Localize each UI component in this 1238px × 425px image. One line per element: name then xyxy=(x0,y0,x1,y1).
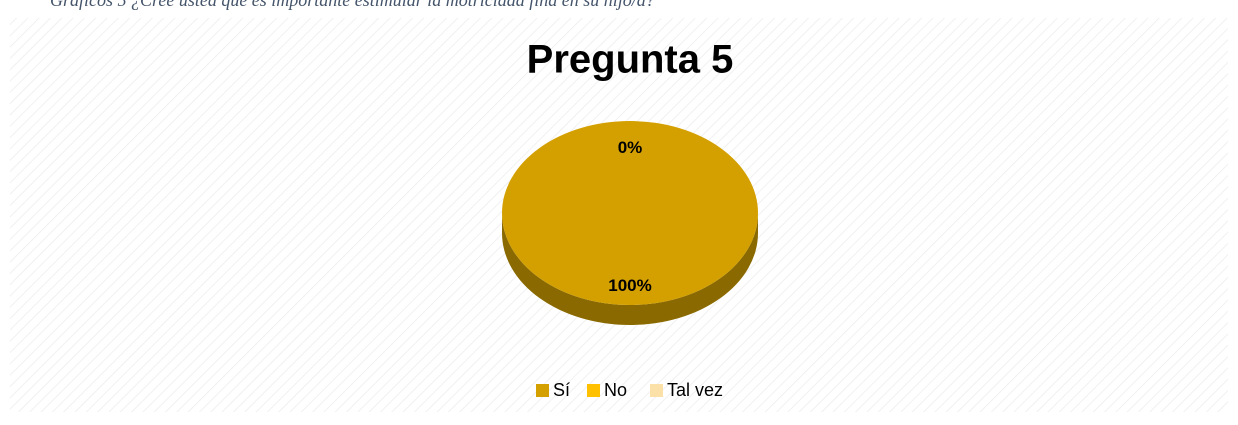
legend-swatch xyxy=(536,384,549,397)
legend-label: Sí xyxy=(553,380,570,400)
pie-depth xyxy=(502,213,758,325)
legend: Sí No Tal vez xyxy=(536,380,723,400)
legend-swatch xyxy=(587,384,600,397)
pie-slice xyxy=(502,121,758,305)
legend-label: No xyxy=(604,380,627,400)
chart-title: Pregunta 5 xyxy=(527,38,734,82)
legend-label: Tal vez xyxy=(667,380,723,400)
data-label: 0% xyxy=(618,138,643,157)
legend-swatch xyxy=(650,384,663,397)
data-label: 100% xyxy=(608,276,651,295)
caption: Gráficos 5 ¿Cree usted que es importante… xyxy=(50,0,655,10)
